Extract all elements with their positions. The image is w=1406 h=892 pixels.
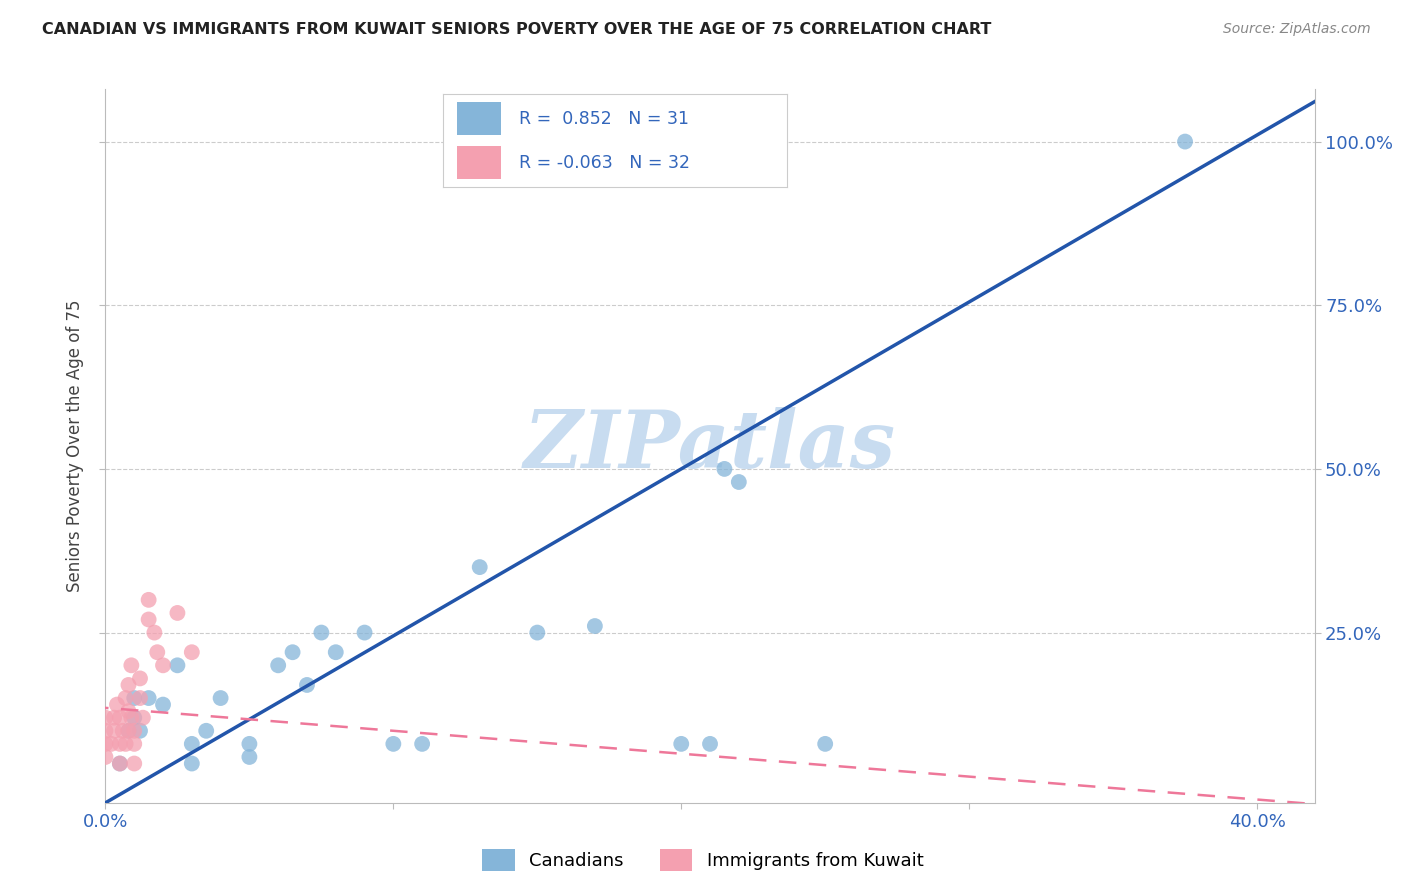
- Point: [713, 462, 735, 476]
- Point: [122, 711, 145, 725]
- Point: [281, 645, 304, 659]
- Point: [94, 723, 117, 738]
- Point: [727, 475, 749, 489]
- Y-axis label: Seniors Poverty Over the Age of 75: Seniors Poverty Over the Age of 75: [66, 300, 84, 592]
- Point: [117, 723, 139, 738]
- Point: [166, 606, 188, 620]
- Point: [138, 612, 160, 626]
- Point: [152, 658, 174, 673]
- Text: R = -0.063   N = 32: R = -0.063 N = 32: [519, 154, 690, 172]
- Point: [108, 711, 131, 725]
- Point: [699, 737, 721, 751]
- Point: [120, 658, 142, 673]
- Point: [526, 625, 548, 640]
- Point: [267, 658, 290, 673]
- Point: [311, 625, 333, 640]
- Point: [117, 704, 139, 718]
- Point: [129, 723, 152, 738]
- Point: [100, 737, 122, 751]
- Point: [129, 672, 152, 686]
- Point: [143, 625, 166, 640]
- Point: [180, 645, 202, 659]
- Point: [108, 756, 131, 771]
- Point: [103, 711, 125, 725]
- Point: [353, 625, 375, 640]
- Point: [166, 658, 188, 673]
- Point: [120, 711, 142, 725]
- Point: [105, 698, 128, 712]
- Point: [814, 737, 837, 751]
- Point: [114, 737, 136, 751]
- Point: [152, 698, 174, 712]
- Point: [583, 619, 606, 633]
- Point: [122, 756, 145, 771]
- FancyBboxPatch shape: [457, 102, 502, 135]
- Point: [129, 691, 152, 706]
- Point: [138, 691, 160, 706]
- Point: [111, 723, 134, 738]
- Point: [138, 592, 160, 607]
- Point: [108, 737, 131, 751]
- Point: [180, 756, 202, 771]
- Point: [195, 723, 218, 738]
- Point: [382, 737, 405, 751]
- Text: Source: ZipAtlas.com: Source: ZipAtlas.com: [1223, 22, 1371, 37]
- Point: [114, 691, 136, 706]
- Point: [238, 737, 260, 751]
- Point: [122, 691, 145, 706]
- Legend: Canadians, Immigrants from Kuwait: Canadians, Immigrants from Kuwait: [475, 842, 931, 879]
- Point: [1174, 135, 1197, 149]
- Point: [132, 711, 155, 725]
- Text: ZIPatlas: ZIPatlas: [524, 408, 896, 484]
- Point: [295, 678, 318, 692]
- Point: [209, 691, 232, 706]
- Point: [671, 737, 693, 751]
- Point: [117, 723, 139, 738]
- Point: [146, 645, 169, 659]
- Point: [94, 711, 117, 725]
- Point: [238, 750, 260, 764]
- Point: [94, 737, 117, 751]
- Text: R =  0.852   N = 31: R = 0.852 N = 31: [519, 110, 689, 128]
- Point: [468, 560, 491, 574]
- Point: [103, 723, 125, 738]
- Point: [122, 723, 145, 738]
- Point: [180, 737, 202, 751]
- FancyBboxPatch shape: [457, 146, 502, 179]
- Point: [122, 737, 145, 751]
- Point: [94, 750, 117, 764]
- Text: CANADIAN VS IMMIGRANTS FROM KUWAIT SENIORS POVERTY OVER THE AGE OF 75 CORRELATIO: CANADIAN VS IMMIGRANTS FROM KUWAIT SENIO…: [42, 22, 991, 37]
- Point: [411, 737, 433, 751]
- Point: [325, 645, 347, 659]
- Point: [108, 756, 131, 771]
- Point: [117, 678, 139, 692]
